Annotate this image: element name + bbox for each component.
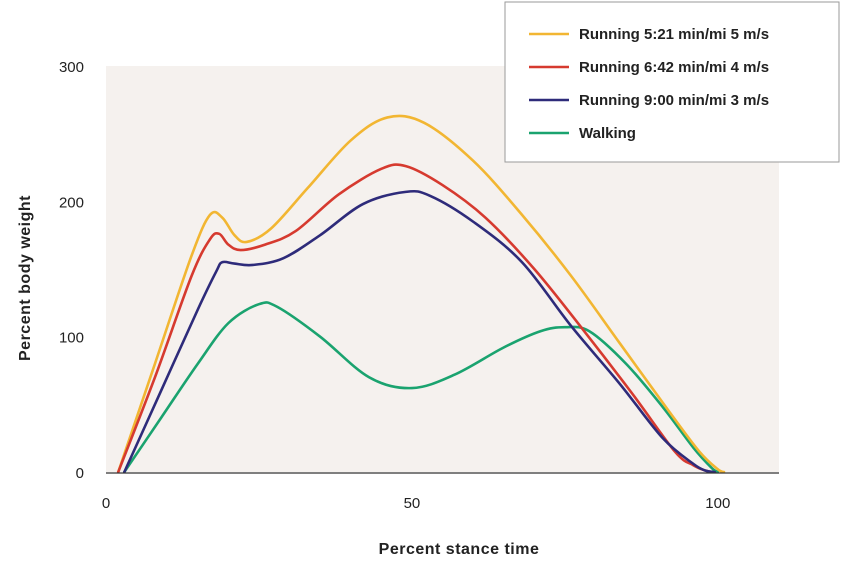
y-tick-label: 100 <box>59 330 84 347</box>
legend: Running 5:21 min/mi 5 m/s Running 6:42 mi… <box>504 1 840 163</box>
y-axis-title: Percent body weight <box>17 195 34 361</box>
series-line-2 <box>123 189 717 474</box>
legend-label-0: Running 5:21 min/mi 5 m/s <box>579 26 769 43</box>
x-tick-label: 0 <box>102 495 110 512</box>
x-tick-label: 50 <box>404 495 421 512</box>
y-tick-labels: 0 100 200 300 <box>59 59 84 482</box>
x-axis-title: Percent stance time <box>379 541 540 558</box>
series-line-3 <box>123 301 720 474</box>
y-tick-label: 200 <box>59 194 84 211</box>
x-tick-label: 100 <box>705 495 730 512</box>
series-layer <box>116 114 726 474</box>
y-tick-label: 0 <box>76 465 84 482</box>
legend-label-3: Walking <box>579 125 636 142</box>
y-tick-label: 300 <box>59 59 84 76</box>
legend-box <box>504 1 840 163</box>
legend-label-2: Running 9:00 min/mi 3 m/s <box>579 92 769 109</box>
x-tick-labels: 0 50 100 <box>102 495 731 512</box>
legend-label-1: Running 6:42 min/mi 4 m/s <box>579 59 769 76</box>
series-line-0 <box>116 114 726 474</box>
series-line-1 <box>116 163 713 474</box>
